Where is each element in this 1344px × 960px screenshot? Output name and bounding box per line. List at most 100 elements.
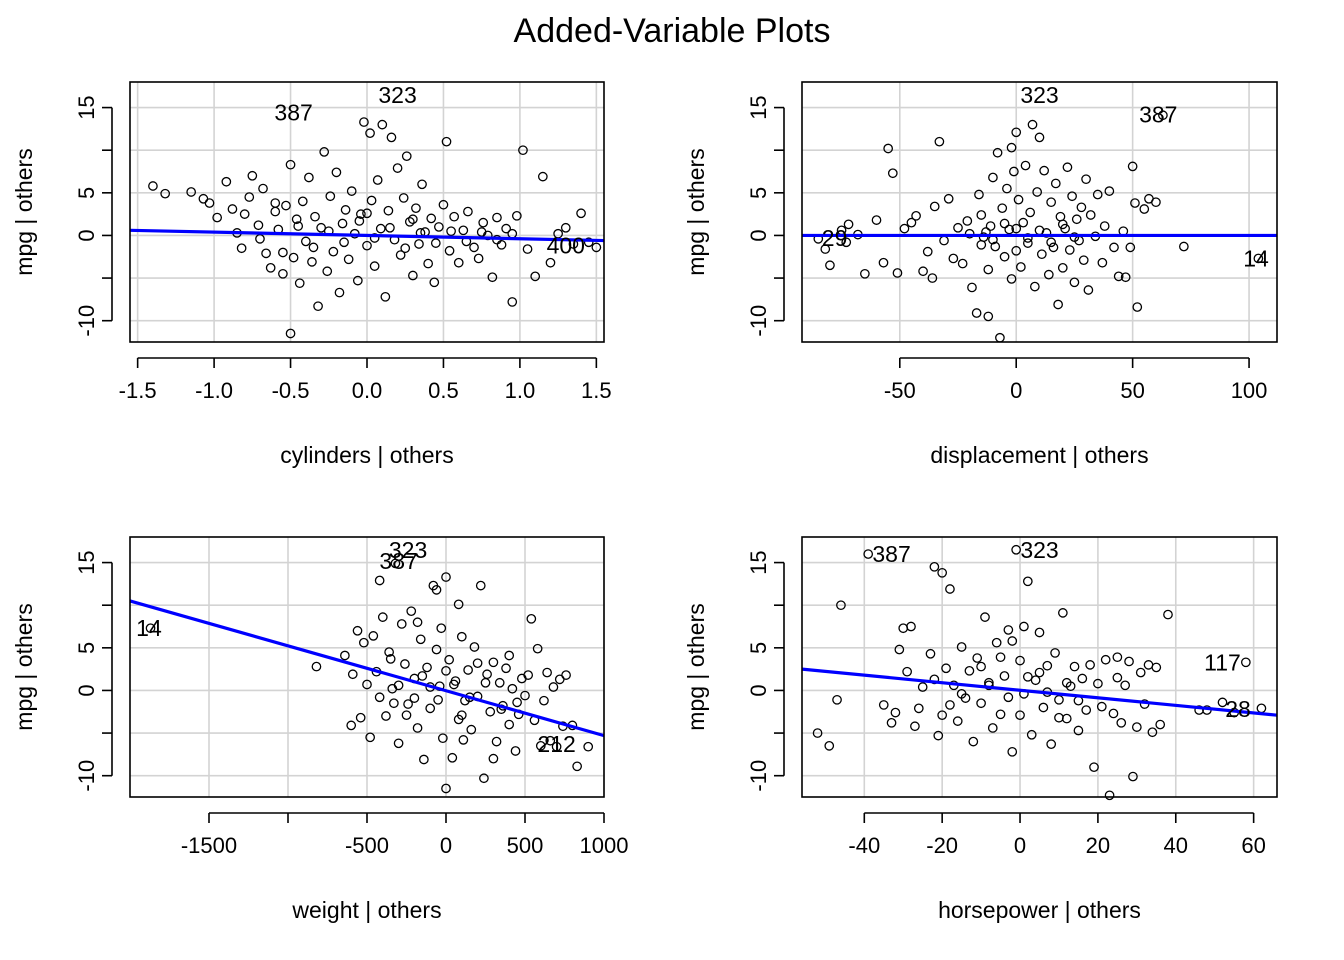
x-tick-label: 40 [1164, 833, 1188, 858]
data-point [911, 210, 921, 221]
data-point [285, 159, 296, 170]
data-point [1032, 187, 1043, 197]
data-point [583, 741, 594, 752]
data-point [381, 711, 391, 721]
data-point [860, 268, 870, 279]
data-point [812, 728, 823, 738]
data-point [403, 699, 413, 709]
data-point [1100, 654, 1111, 665]
data-point [374, 575, 385, 586]
plot-frame [801, 81, 1278, 343]
data-point [957, 258, 968, 269]
y-axis-label: mpg | others [683, 603, 709, 730]
data-point [1155, 719, 1166, 730]
data-point [913, 703, 924, 714]
data-point [542, 667, 552, 678]
data-point [374, 692, 385, 703]
data-point [390, 558, 401, 569]
data-point [511, 210, 522, 221]
x-tick-label: 0 [440, 833, 452, 858]
data-point [1078, 255, 1089, 266]
data-point [1143, 660, 1154, 670]
data-point [1046, 237, 1056, 248]
data-point [572, 761, 582, 772]
data-point [948, 253, 959, 264]
data-point [385, 654, 396, 664]
data-point [1069, 232, 1080, 242]
data-point [504, 719, 515, 730]
data-point [278, 268, 288, 279]
data-point [441, 665, 451, 676]
data-point [545, 735, 556, 746]
x-tick-label: -1.5 [119, 378, 157, 403]
data-point [466, 724, 477, 735]
data-point [1089, 762, 1099, 773]
data-point [308, 242, 319, 253]
data-point [526, 613, 537, 624]
data-point [1147, 727, 1158, 738]
data-point [322, 266, 333, 277]
data-point [186, 187, 197, 197]
data-point [401, 710, 412, 721]
data-point [964, 665, 975, 676]
data-point [463, 665, 473, 675]
y-axis-label: mpg | others [683, 148, 709, 275]
data-point [473, 253, 484, 264]
x-tick-label: 0.0 [352, 378, 383, 403]
data-point [1067, 191, 1077, 202]
data-point [841, 237, 852, 248]
data-point [1085, 660, 1095, 670]
data-point [478, 217, 489, 228]
data-point [431, 585, 442, 595]
data-point [492, 212, 502, 223]
data-point [1015, 655, 1025, 666]
data-point [375, 223, 386, 234]
data-point [414, 239, 424, 249]
data-point [927, 273, 938, 283]
data-point [832, 694, 842, 705]
data-point [976, 698, 986, 709]
data-point [453, 257, 464, 268]
data-point [469, 642, 480, 652]
data-point [1042, 660, 1053, 671]
panel-4: 387 323 117 28 -40 -20 0 20 40 60 horsepower | oth… [683, 536, 1278, 923]
data-point [340, 650, 350, 661]
point-label: 14 [1243, 245, 1269, 271]
x-tick-label: 1000 [580, 833, 629, 858]
data-point [1038, 702, 1049, 713]
figure-title: Added-Variable Plots [514, 12, 831, 50]
data-point [1127, 161, 1138, 172]
data-point [281, 200, 291, 211]
data-point [1011, 127, 1022, 138]
data-point [496, 239, 507, 250]
data-point [836, 600, 846, 611]
data-point [160, 188, 171, 199]
data-point [1217, 697, 1228, 708]
data-point [417, 179, 427, 190]
data-point [545, 257, 556, 268]
data-point [253, 220, 264, 231]
data-point [583, 237, 594, 248]
data-point [265, 262, 276, 273]
data-point [1048, 242, 1059, 253]
y-tick-label: -10 [74, 305, 99, 337]
data-point [537, 171, 548, 182]
data-point [925, 648, 936, 659]
data-point [1039, 165, 1050, 176]
data-point [1093, 678, 1103, 689]
data-point [441, 783, 451, 794]
x-tick-label: -20 [926, 833, 958, 858]
data-point [1006, 142, 1017, 153]
data-point [1097, 257, 1108, 268]
y-tick-label: 15 [74, 95, 99, 119]
data-point [422, 662, 432, 673]
point-label: 387 [274, 100, 312, 126]
data-point [204, 198, 215, 208]
point-label: 323 [378, 82, 416, 108]
data-point [997, 203, 1008, 214]
data-point [507, 683, 518, 694]
y-tick-label: 5 [746, 187, 771, 199]
data-point [929, 201, 940, 212]
